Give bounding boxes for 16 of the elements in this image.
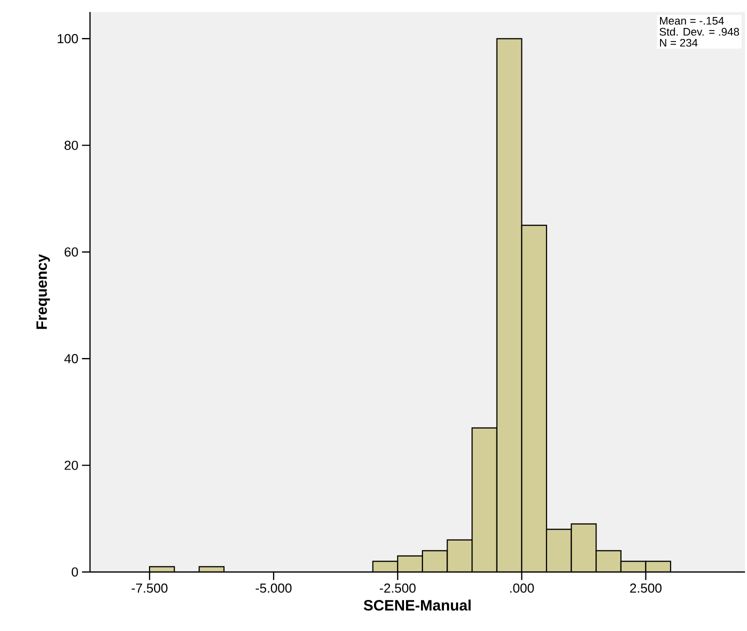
x-tick-label: -7.500 <box>132 584 168 593</box>
y-axis-title: Frequency <box>36 254 50 329</box>
x-tick-label: .000 <box>510 584 534 593</box>
y-tick-label: 20 <box>64 460 78 470</box>
y-tick-label: 40 <box>64 354 78 364</box>
y-tick-label: 80 <box>64 140 78 150</box>
y-tick-label: 100 <box>58 34 78 44</box>
annotation: Std. Dev. = .948 <box>660 28 740 36</box>
y-tick-label: 60 <box>64 247 78 257</box>
x-axis-title: SCENE-Manual <box>364 600 471 611</box>
annotation: Mean = -.154 <box>660 17 724 25</box>
x-tick-label: -5.000 <box>256 584 292 593</box>
x-tick-label: -2.500 <box>380 584 416 593</box>
y-tick-label: 0 <box>72 567 78 577</box>
annotation: N = 234 <box>660 38 698 47</box>
x-tick-label: 2.500 <box>630 584 662 593</box>
